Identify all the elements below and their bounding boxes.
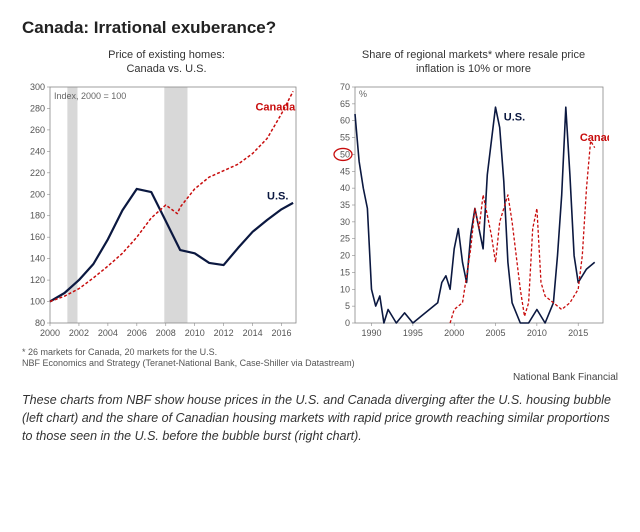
svg-text:2000: 2000 [40, 328, 60, 338]
svg-text:45: 45 [340, 166, 350, 176]
svg-text:300: 300 [30, 82, 45, 92]
caption: These charts from NBF show house prices … [22, 391, 618, 445]
svg-text:2004: 2004 [98, 328, 118, 338]
left-chart-plot: 80 100 120 140 160 180 200 220 240 260 280 300 2000 2… [22, 81, 311, 341]
svg-text:2010: 2010 [527, 328, 547, 338]
svg-text:15: 15 [340, 267, 350, 277]
svg-text:2015: 2015 [568, 328, 588, 338]
page-title: Canada: Irrational exuberance? [22, 18, 618, 38]
svg-text:Index, 2000 = 100: Index, 2000 = 100 [54, 91, 126, 101]
right-chart-title: Share of regional markets* where resale … [329, 48, 618, 77]
series-label-canada: Canada [580, 132, 609, 144]
svg-text:140: 140 [30, 253, 45, 263]
svg-text:200: 200 [30, 189, 45, 199]
series-label-canada: Canada [255, 101, 296, 113]
left-panel: Price of existing homes:Canada vs. U.S. … [22, 48, 311, 341]
svg-text:80: 80 [35, 318, 45, 328]
svg-text:50: 50 [340, 149, 350, 159]
svg-text:55: 55 [340, 132, 350, 142]
series-label-us: U.S. [504, 111, 525, 123]
svg-text:1995: 1995 [403, 328, 423, 338]
svg-text:60: 60 [340, 115, 350, 125]
chart-row: Price of existing homes:Canada vs. U.S. … [22, 48, 618, 341]
svg-text:100: 100 [30, 296, 45, 306]
footnote: * 26 markets for Canada, 20 markets for … [22, 347, 618, 370]
svg-text:2006: 2006 [127, 328, 147, 338]
svg-text:20: 20 [340, 250, 350, 260]
svg-text:30: 30 [340, 216, 350, 226]
svg-text:0: 0 [345, 318, 350, 328]
left-chart-title: Price of existing homes:Canada vs. U.S. [22, 48, 311, 77]
svg-text:260: 260 [30, 125, 45, 135]
svg-text:2012: 2012 [214, 328, 234, 338]
svg-text:10: 10 [340, 284, 350, 294]
right-chart-plot: 0 5 10 15 20 25 30 35 40 45 50 55 60 65 70 1990 1995 2000… [329, 81, 618, 341]
svg-text:120: 120 [30, 275, 45, 285]
source-credit: National Bank Financial [22, 372, 618, 383]
svg-text:280: 280 [30, 103, 45, 113]
svg-text:%: % [359, 89, 367, 99]
svg-text:40: 40 [340, 183, 350, 193]
svg-text:2005: 2005 [486, 328, 506, 338]
svg-text:2016: 2016 [272, 328, 292, 338]
svg-text:240: 240 [30, 146, 45, 156]
svg-text:25: 25 [340, 233, 350, 243]
svg-text:35: 35 [340, 200, 350, 210]
svg-text:2000: 2000 [444, 328, 464, 338]
svg-text:65: 65 [340, 98, 350, 108]
svg-text:1990: 1990 [362, 328, 382, 338]
series-label-us: U.S. [267, 190, 288, 202]
svg-text:2010: 2010 [185, 328, 205, 338]
svg-text:220: 220 [30, 167, 45, 177]
svg-text:160: 160 [30, 232, 45, 242]
svg-text:180: 180 [30, 210, 45, 220]
svg-text:2014: 2014 [243, 328, 263, 338]
svg-text:2008: 2008 [156, 328, 176, 338]
right-panel: Share of regional markets* where resale … [329, 48, 618, 341]
svg-text:5: 5 [345, 301, 350, 311]
svg-text:70: 70 [340, 82, 350, 92]
svg-text:2002: 2002 [69, 328, 89, 338]
